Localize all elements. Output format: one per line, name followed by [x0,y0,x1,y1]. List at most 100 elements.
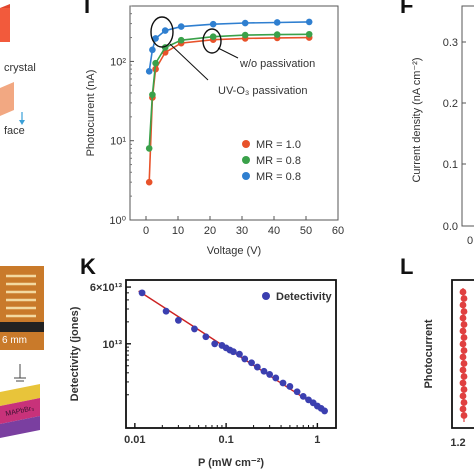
label-crystal: crystal [4,62,36,74]
panel-letter-k: K [80,254,96,279]
detectivity-point [191,325,198,333]
annotation-ellipse-red-green [202,28,222,54]
data-point [209,33,217,41]
x-axis-label-k: P (mW cm⁻²) [198,457,264,469]
photocurrent-chart-l: L Photocurrent 1.2 [400,254,474,449]
tick-x-0: 0 [467,235,473,247]
detectivity-point [248,359,255,367]
data-point [305,18,313,26]
photocurrent-point [459,379,467,387]
points-group [145,18,313,186]
data-point [145,145,153,152]
detectivity-point [253,363,261,371]
data-point [152,35,159,42]
x-tick-label: 40 [268,225,280,237]
y-axis-label-l: Photocurrent [423,319,435,388]
detectivity-point [174,316,182,324]
data-point [273,31,281,38]
photocurrent-point [460,295,468,302]
detectivity-point [321,407,328,415]
photocurrent-point [459,366,467,374]
layer-substrate [0,416,40,438]
tick-y-0.0: 0.0 [443,221,458,233]
data-point [177,36,185,44]
data-point [152,59,159,67]
x-tick-label: 50 [300,225,312,237]
plot-frame-right [461,5,474,227]
detectivity-point [299,392,307,400]
detectivity-point [229,348,237,356]
data-point [241,31,249,39]
current-density-chart: F 0.3 0.2 0.1 0.0 0 Current density (nA … [400,0,474,247]
x-tick-label: 0.01 [124,434,145,446]
layer-perovskite [0,398,40,424]
legend-k: Detectivity [262,291,333,303]
annotation-ellipse-blue [150,16,174,48]
layer-gold [0,384,40,406]
data-point [209,20,217,28]
data-point [149,91,156,99]
legend: MR = 1.0 MR = 0.8 MR = 0.8 [242,139,301,183]
detectivity-point [293,388,301,396]
legend-label-detectivity: Detectivity [276,291,333,303]
panel-letter-cropped-right: F [400,0,413,18]
photocurrent-voltage-chart: I 0 10 20 30 40 50 60 10⁰ 10¹ 10² w/o passivation… [84,0,344,257]
annotation-wo-passivation: w/o passivation [239,58,315,70]
data-point [145,178,153,186]
plot-frame [129,5,339,221]
y-tick-label: 10¹³ [102,339,122,351]
label-face: face [4,125,25,137]
data-point [149,46,156,54]
legend-label-1: MR = 1.0 [256,139,301,151]
x-tick-label: 1 [314,434,320,446]
plot-frame-l [451,279,474,429]
x-tick-label: 20 [204,225,216,237]
scale-bar-background [0,322,44,332]
photocurrent-point [460,321,468,328]
left-strip: crystal face 6 mm MAPbBr₃ [0,4,44,438]
y-axis-label-k: Detectivity (jones) [69,306,81,401]
photocurrent-point [460,308,468,315]
data-point [273,19,281,26]
x-axis-label: Voltage (V) [207,245,261,257]
legend-marker-1 [242,140,250,148]
panel-letter-cropped: I [84,0,90,18]
detectivity-point [202,333,210,341]
detectivity-point [260,367,268,375]
y-tick-label: 6×10¹³ [90,282,122,294]
plot-frame-k [125,279,337,429]
legend-label-3: MR = 0.8 [256,171,301,183]
detectivity-point [211,340,219,348]
tick-y-0.1: 0.1 [443,159,458,171]
photocurrent-point [459,392,467,400]
detectivity-point [272,374,280,382]
legend-marker-2 [242,156,250,164]
tick-y-0.3: 0.3 [443,37,458,49]
detectivity-point [236,350,243,358]
scale-label: 6 mm [2,335,27,346]
photocurrent-line [462,287,465,423]
y-tick-label: 10⁰ [109,215,126,227]
data-point [161,27,169,34]
photocurrent-point [460,334,468,341]
y-axis-label-right: Current density (nA cm⁻²) [411,57,423,182]
tick-group-k: 0.01 0.1 1 6×10¹³ 10¹³ [90,282,321,446]
y-tick-label: 10² [110,56,126,68]
legend-label-2: MR = 0.8 [256,155,301,167]
x-tick-label: 60 [332,225,344,237]
data-point [177,23,185,30]
detectivity-point [162,307,170,315]
x-tick-label: 0 [143,225,149,237]
data-point [241,19,249,27]
legend-marker-3 [242,172,250,180]
crystal-block-mid [0,82,14,116]
detectivity-point [286,383,294,390]
arrow-head-icon [19,120,25,125]
detectivity-point [138,289,146,297]
detectivity-point [266,371,274,378]
annotation-uv-passivation: UV-O₃ passivation [218,85,307,97]
detectivity-point [241,355,249,363]
annotation-arrow-wo [217,47,239,59]
tick-y-0.2: 0.2 [443,98,458,110]
detectivity-point [279,379,287,387]
